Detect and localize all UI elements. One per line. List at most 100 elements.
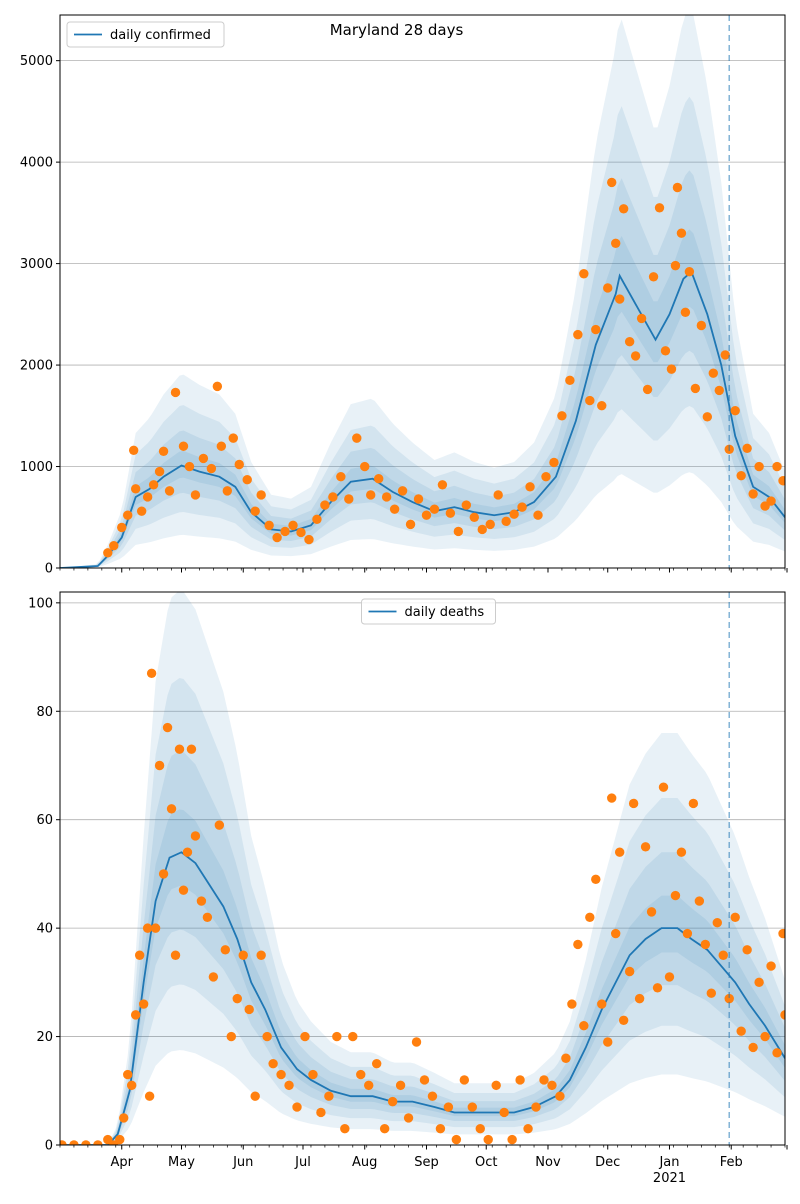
y-tick-label: 20 <box>36 1030 53 1045</box>
data-point <box>706 988 717 998</box>
legend-label: daily confirmed <box>110 28 211 43</box>
data-point <box>742 443 752 453</box>
data-point <box>208 972 219 982</box>
data-point <box>198 453 209 464</box>
data-point <box>618 1015 629 1026</box>
x-tick-label: Aug <box>352 1155 377 1170</box>
y-tick-label: 80 <box>36 705 53 720</box>
data-point <box>459 1075 470 1085</box>
data-point <box>533 510 543 520</box>
data-point <box>531 1102 541 1112</box>
data-point <box>780 1010 785 1020</box>
data-point <box>190 831 201 841</box>
data-point <box>123 1069 133 1080</box>
data-point <box>344 494 354 504</box>
data-point <box>238 950 248 960</box>
data-point <box>549 457 559 468</box>
data-point <box>316 1107 326 1118</box>
data-point <box>694 896 705 906</box>
x-tick-label: Nov <box>535 1155 561 1170</box>
data-point <box>742 945 752 955</box>
data-point <box>268 1058 278 1069</box>
data-point <box>573 329 583 340</box>
data-point <box>451 1134 462 1145</box>
marker-group <box>103 177 785 558</box>
data-point <box>730 406 740 416</box>
data-point <box>264 520 274 531</box>
data-point <box>364 1080 374 1091</box>
uncertainty-band <box>60 96 785 568</box>
data-point <box>515 1075 525 1085</box>
uncertainty-bands <box>60 15 785 568</box>
data-point <box>541 471 551 482</box>
data-point <box>491 1080 501 1091</box>
data-point <box>672 182 683 193</box>
data-point <box>573 939 583 950</box>
data-point <box>397 486 408 496</box>
data-point <box>389 504 400 514</box>
data-point <box>232 993 242 1004</box>
data-point <box>614 847 625 857</box>
x-tick-label: Jan <box>658 1155 679 1170</box>
data-point <box>212 381 223 392</box>
data-point <box>628 798 639 809</box>
data-point <box>565 375 575 385</box>
data-point <box>720 350 730 360</box>
data-point <box>760 1031 770 1042</box>
data-point <box>646 907 657 917</box>
data-point <box>597 999 607 1009</box>
data-point <box>371 1058 382 1069</box>
uncertainty-band <box>60 229 785 568</box>
data-point <box>103 1134 113 1145</box>
data-point <box>117 522 127 533</box>
data-point <box>754 461 764 472</box>
data-point <box>557 411 567 421</box>
data-point <box>670 260 681 271</box>
y-tick-label: 5000 <box>20 54 53 69</box>
data-point <box>429 504 440 514</box>
data-point <box>127 1080 137 1091</box>
chart-title: Maryland 28 days <box>330 21 464 39</box>
y-tick-label: 3000 <box>20 257 53 272</box>
legend-box <box>361 598 496 625</box>
data-point <box>272 532 282 543</box>
y-tick-label: 0 <box>45 1139 53 1154</box>
data-point <box>748 1042 758 1053</box>
data-point <box>366 490 376 500</box>
data-point <box>312 514 322 524</box>
data-point <box>288 520 298 531</box>
data-point <box>736 470 746 481</box>
data-point <box>579 269 589 279</box>
data-point <box>216 441 227 451</box>
data-point <box>435 1124 446 1134</box>
data-point <box>228 433 238 443</box>
data-point <box>60 1140 67 1145</box>
data-point <box>730 912 740 922</box>
data-point <box>262 1031 272 1042</box>
x-tick-label: Apr <box>110 1155 133 1170</box>
data-point <box>162 722 173 733</box>
data-point <box>296 527 306 538</box>
data-point <box>182 847 193 857</box>
data-point <box>320 500 330 510</box>
data-point <box>611 928 621 939</box>
data-point <box>103 548 113 558</box>
data-point <box>186 744 197 754</box>
data-point <box>652 983 663 993</box>
data-point <box>437 480 448 490</box>
data-point <box>284 1080 294 1091</box>
data-point <box>539 1075 549 1085</box>
data-point <box>158 446 169 457</box>
data-point <box>226 1031 236 1042</box>
data-point <box>666 364 677 374</box>
y-tick-label: 1000 <box>20 460 53 475</box>
data-point <box>754 977 764 988</box>
x-tick-label: May <box>168 1155 195 1170</box>
series-line <box>60 270 785 568</box>
data-point <box>690 383 701 394</box>
data-point <box>467 1102 477 1112</box>
data-point <box>660 346 671 356</box>
data-point <box>244 1004 254 1015</box>
